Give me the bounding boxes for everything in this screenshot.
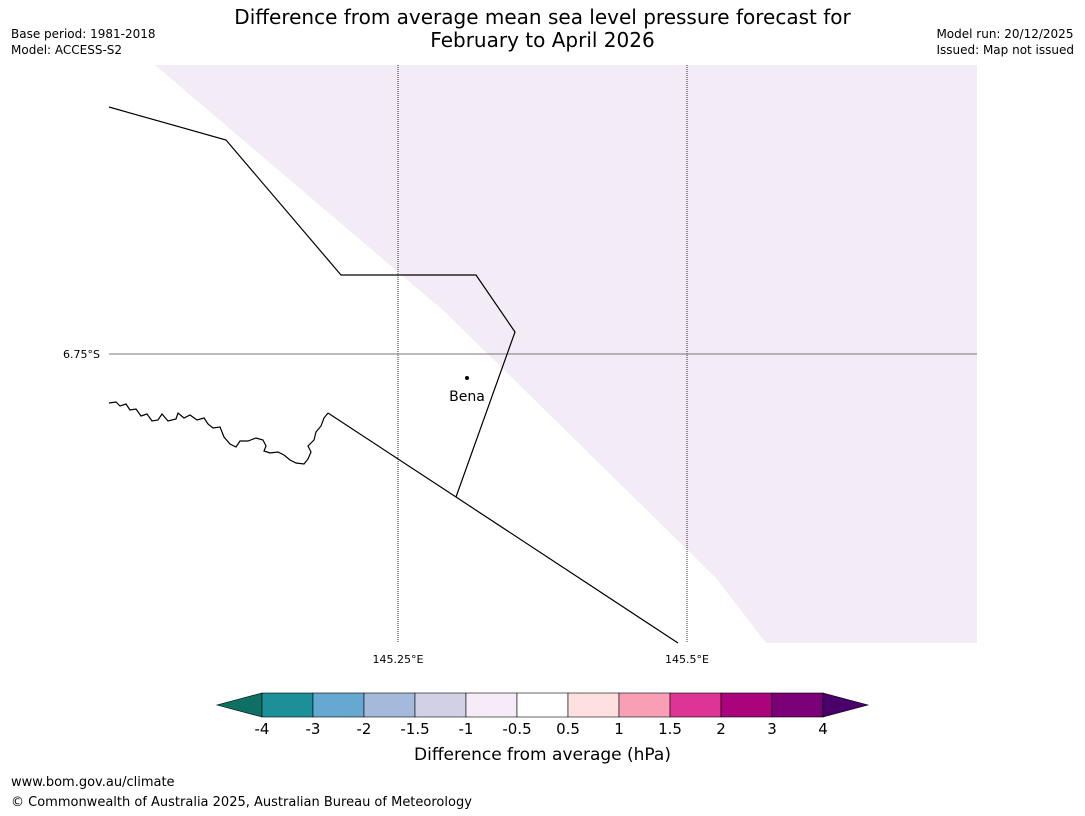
colorbar-tick-label: 2 [716, 720, 726, 738]
colorbar-tick-label: -0.5 [502, 720, 532, 738]
colorbar-segment [618, 692, 671, 718]
boundary-south [327, 412, 679, 644]
colorbar-tick-label: 3 [767, 720, 777, 738]
colorbar-tick-label: -2 [356, 720, 372, 738]
colorbar-segment [669, 692, 722, 718]
town-marker-bena [465, 376, 469, 380]
meta-right: Model run: 20/12/2025 Issued: Map not is… [936, 26, 1074, 58]
lon-label-145-5: 145.5°E [665, 653, 709, 666]
issued-status: Issued: Map not issued [936, 43, 1074, 57]
colorbar-segment [567, 692, 620, 718]
model-run: Model run: 20/12/2025 [936, 27, 1074, 41]
colorbar-label: Difference from average (hPa) [414, 745, 671, 765]
title-line-1: Difference from average mean sea level p… [234, 5, 851, 29]
colorbar-arrow-low [215, 692, 263, 718]
model-name: Model: ACCESS-S2 [11, 43, 123, 57]
colorbar-segment [312, 692, 365, 718]
coastline [108, 401, 329, 465]
colorbar-tick-label: 1 [614, 720, 624, 738]
colorbar-tick-label: -1 [458, 720, 474, 738]
lat-label: 6.75°S [63, 348, 100, 361]
lon-label-145-25: 145.25°E [373, 653, 424, 666]
colorbar-segment [720, 692, 773, 718]
colorbar-tick-label: -3 [305, 720, 321, 738]
colorbar-segment [414, 692, 467, 718]
colorbar-tick-label: 1.5 [658, 720, 682, 738]
base-period: Base period: 1981-2018 [11, 27, 156, 41]
colorbar-segment [363, 692, 416, 718]
colorbar-segment [261, 692, 314, 718]
colorbar-tick-label: -4 [254, 720, 270, 738]
footer-copyright: © Commonwealth of Australia 2025, Austra… [11, 795, 472, 810]
colorbar-segment [465, 692, 518, 718]
map-title: Difference from average mean sea level p… [0, 6, 1085, 52]
colorbar-tick-label: 0.5 [556, 720, 580, 738]
meta-left: Base period: 1981-2018 Model: ACCESS-S2 [11, 26, 156, 58]
colorbar-tick-label: 4 [818, 720, 828, 738]
boundary-north [108, 106, 516, 498]
title-line-2: February to April 2026 [430, 28, 655, 52]
footer-url: www.bom.gov.au/climate [11, 775, 175, 790]
colorbar [215, 692, 870, 718]
town-label-bena: Bena [449, 389, 485, 405]
colorbar-arrow-high [822, 692, 870, 718]
colorbar-segment [516, 692, 569, 718]
colorbar-segment [771, 692, 824, 718]
colorbar-tick-label: -1.5 [400, 720, 430, 738]
